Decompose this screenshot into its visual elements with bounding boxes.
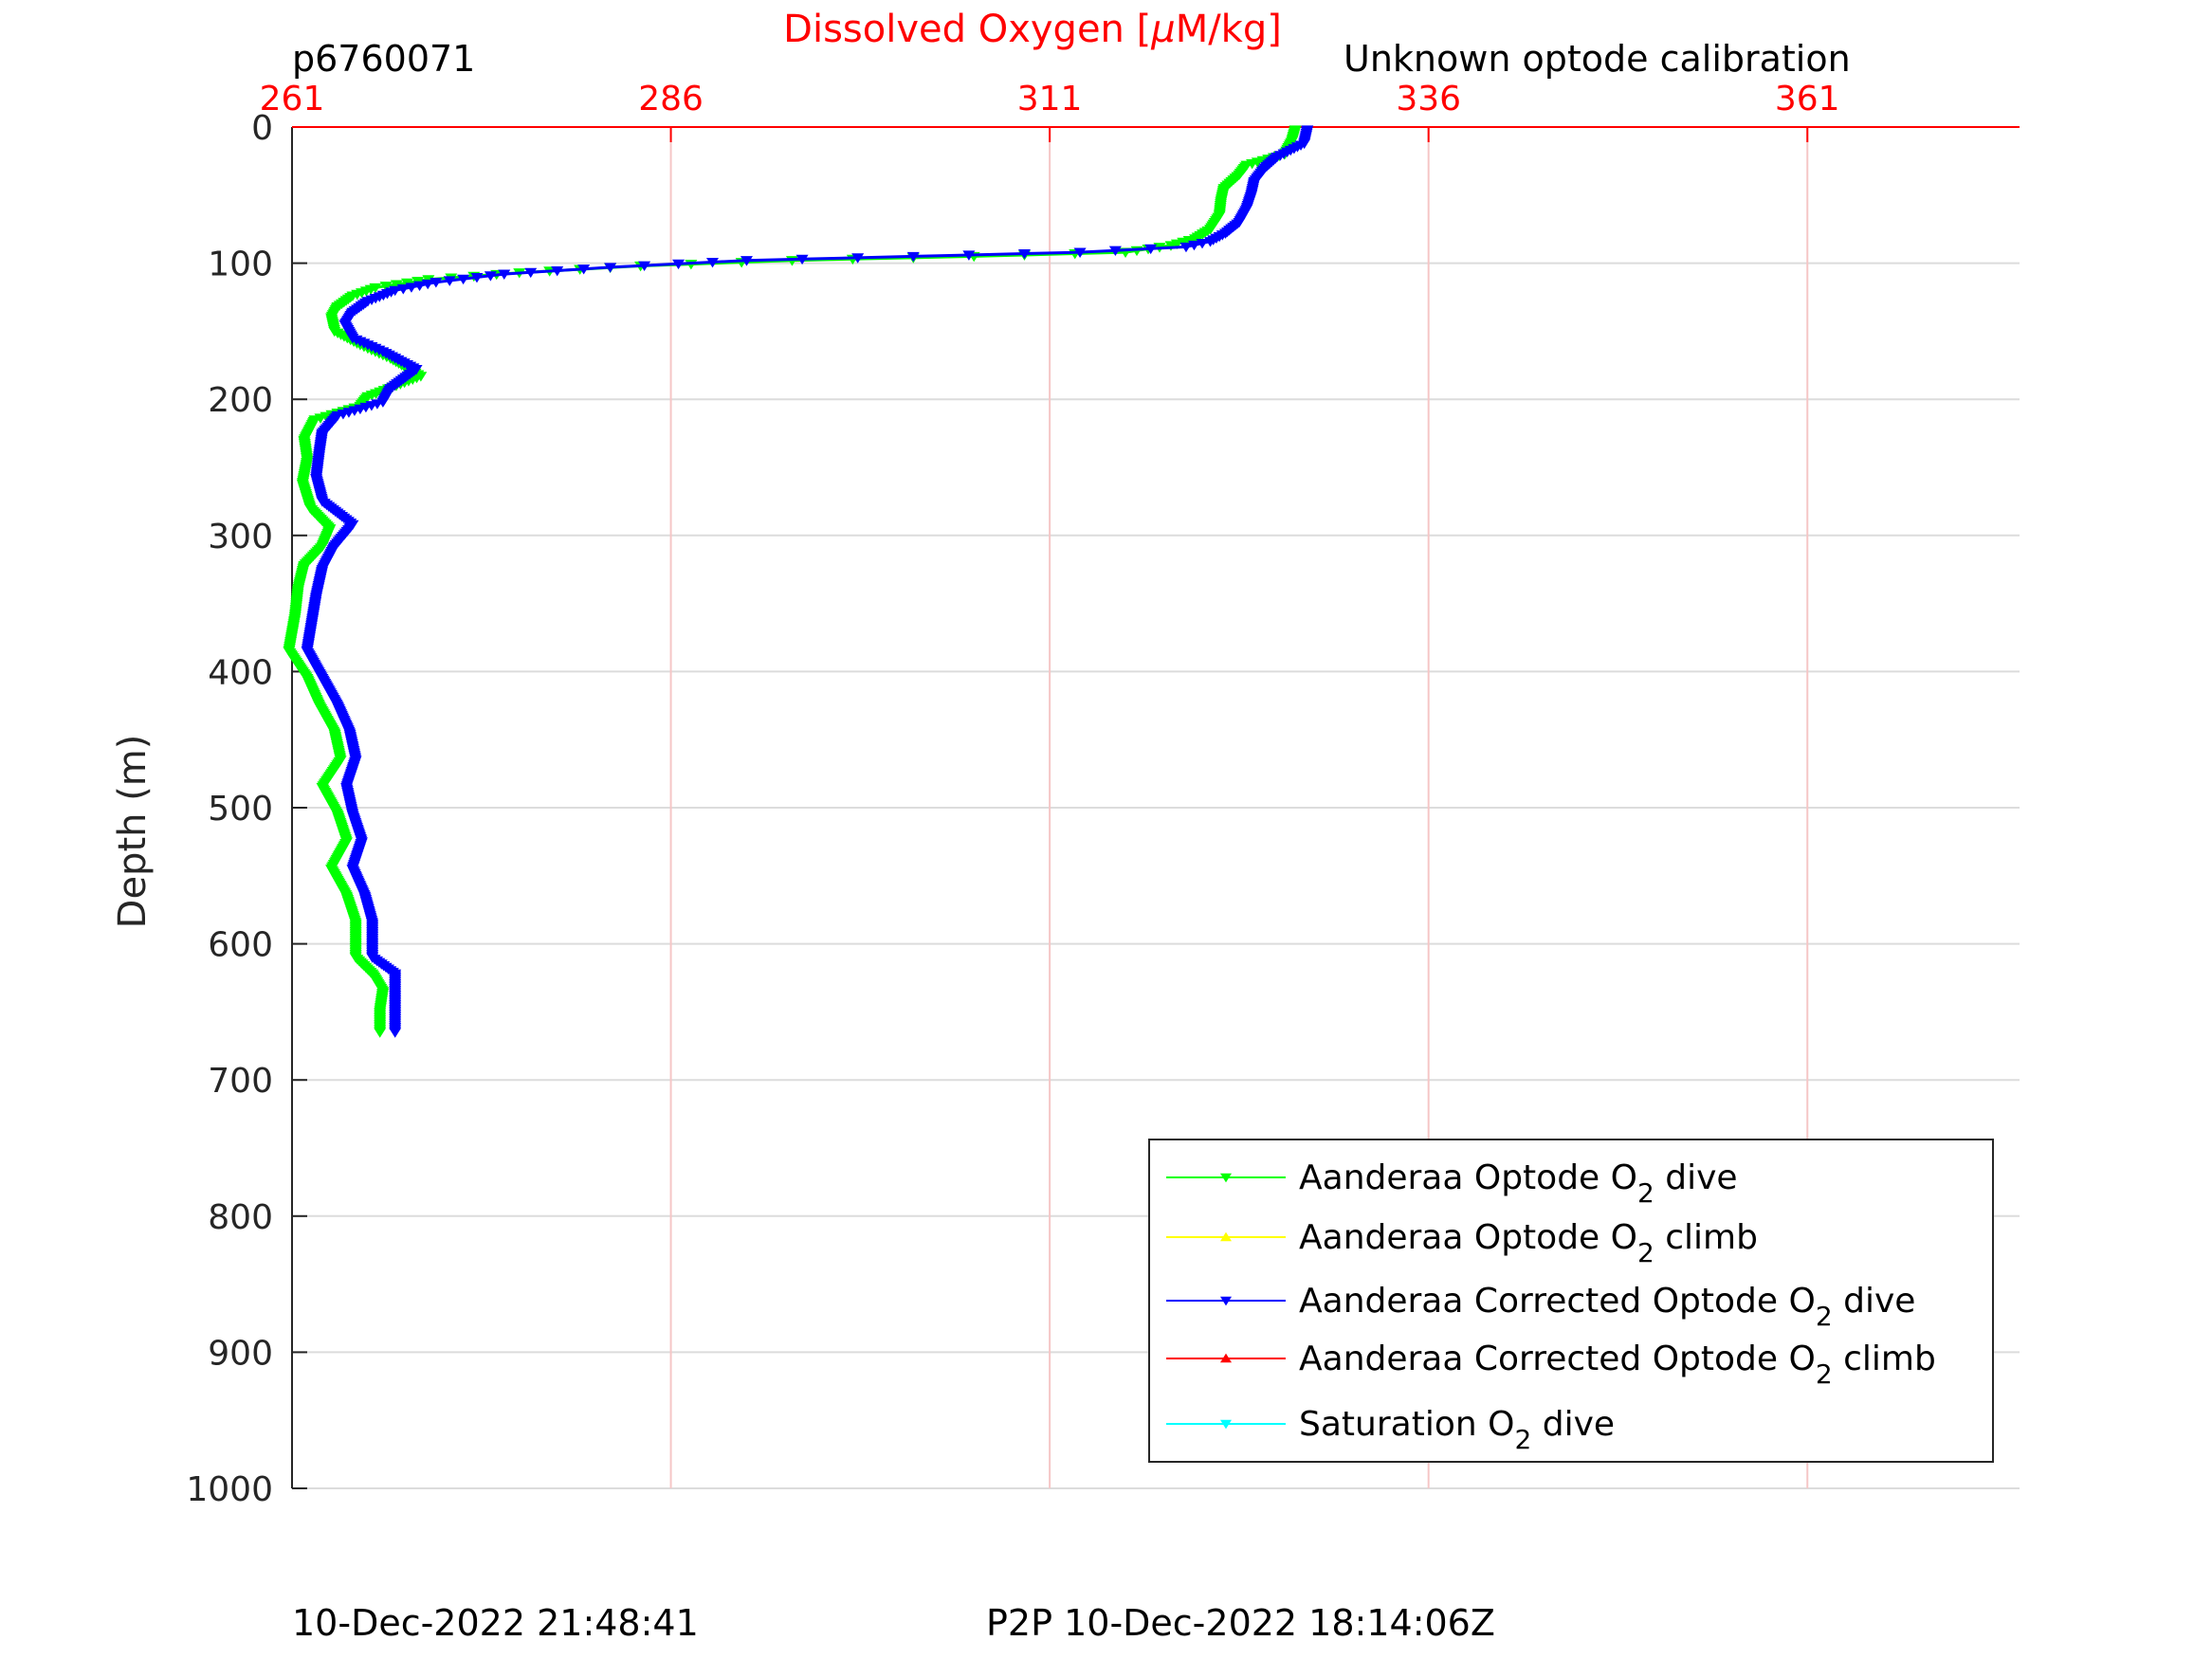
legend-marker	[1220, 1353, 1232, 1363]
data-point	[374, 1028, 387, 1038]
data-point	[638, 261, 651, 271]
legend-label: Saturation O2 dive	[1299, 1405, 1615, 1455]
y-tick-label: 700	[208, 1062, 273, 1101]
data-point	[470, 272, 484, 283]
data-point	[795, 254, 809, 265]
data-point	[1179, 242, 1193, 253]
x-tick-label: 336	[1396, 80, 1461, 118]
data-point	[498, 269, 511, 280]
data-point	[577, 264, 591, 275]
data-point	[1144, 244, 1158, 255]
series-markers	[301, 125, 1314, 1038]
legend-label: Aanderaa Corrected Optode O2 dive	[1299, 1282, 1915, 1332]
y-tick-label: 100	[208, 246, 273, 284]
y-tick-label: 200	[208, 381, 273, 420]
x-tick-label: 261	[260, 80, 325, 118]
y-tick-label: 400	[208, 653, 273, 692]
data-point	[962, 250, 976, 261]
data-point	[484, 271, 497, 282]
y-tick-label: 900	[208, 1334, 273, 1373]
y-tick-label: 300	[208, 518, 273, 556]
data-point	[906, 251, 920, 263]
data-point	[851, 253, 865, 264]
calibration-note: Unknown optode calibration	[1344, 38, 1851, 80]
data-point	[389, 1028, 402, 1038]
data-point	[672, 259, 686, 270]
legend-marker	[1220, 1419, 1232, 1430]
x-tick-label: 311	[1017, 80, 1083, 118]
profile-id: p6760071	[292, 38, 476, 80]
data-point	[524, 267, 538, 279]
data-point	[1108, 246, 1122, 257]
data-point	[1017, 248, 1031, 260]
legend-label: Aanderaa Optode O2 dive	[1299, 1158, 1738, 1209]
data-point	[604, 263, 617, 273]
data-point	[390, 280, 403, 290]
series-line	[305, 129, 1309, 1032]
x-axis-title: Dissolved Oxygen [μM/kg]	[783, 8, 1282, 51]
data-point	[379, 282, 393, 292]
y-tick-label: 0	[251, 109, 273, 148]
y-tick-label: 500	[208, 790, 273, 829]
y-tick-label: 800	[208, 1198, 273, 1237]
legend-label: Aanderaa Corrected Optode O2 climb	[1299, 1340, 1936, 1390]
data-point	[706, 257, 720, 268]
legend-marker	[1220, 1173, 1232, 1183]
legend-marker	[1220, 1296, 1232, 1306]
x-tick-label: 286	[638, 80, 704, 118]
data-point	[443, 276, 456, 286]
y-axis-title: Depth (m)	[111, 735, 155, 929]
y-tick-label: 600	[208, 926, 273, 965]
y-tick-label: 1000	[186, 1470, 273, 1509]
data-point	[1073, 247, 1087, 258]
data-point	[551, 265, 564, 277]
data-point	[457, 274, 470, 285]
data-point	[740, 256, 753, 266]
legend-box	[1148, 1139, 1994, 1463]
footer-timestamp: 10-Dec-2022 21:48:41	[292, 1602, 699, 1644]
x-tick-label: 361	[1775, 80, 1840, 118]
legend-label: Aanderaa Optode O2 climb	[1299, 1218, 1758, 1268]
data-point	[1164, 241, 1178, 251]
footer-p2p: P2P 10-Dec-2022 18:14:06Z	[986, 1602, 1495, 1644]
legend-marker	[1220, 1231, 1232, 1242]
